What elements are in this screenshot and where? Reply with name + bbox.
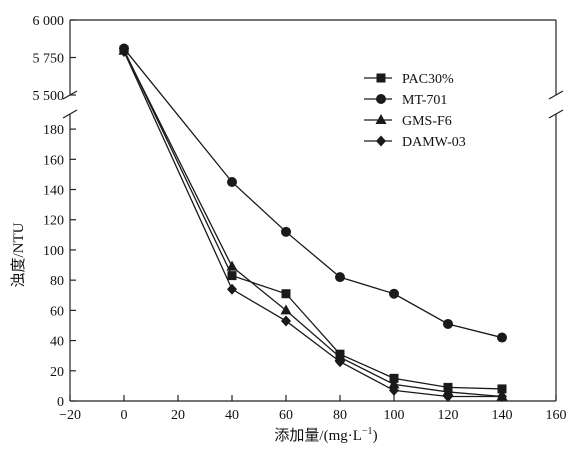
- marker-triangle: [388, 378, 400, 389]
- legend-label: PAC30%: [402, 72, 454, 87]
- marker-circle: [335, 272, 345, 283]
- marker-diamond: [119, 46, 129, 57]
- marker-triangle: [280, 304, 292, 315]
- marker-diamond: [497, 390, 507, 402]
- x-axis-label-unit-exponent: −1: [362, 426, 373, 437]
- y-tick-label: 100: [43, 244, 64, 259]
- marker-square: [227, 271, 237, 281]
- x-axis-label-close: ): [373, 428, 378, 444]
- marker-circle: [376, 94, 386, 104]
- y-tick-label: 20: [50, 365, 64, 380]
- marker-circle: [389, 288, 399, 299]
- axis-break-mark: [548, 90, 564, 100]
- x-tick-label: 140: [492, 408, 513, 423]
- marker-diamond: [389, 384, 399, 396]
- tick-marks: [69, 19, 557, 402]
- marker-circle: [497, 332, 507, 343]
- marker-triangle: [226, 260, 238, 271]
- y-tick-label: 5 750: [33, 52, 65, 67]
- y-tick-label: 5 500: [33, 89, 65, 104]
- marker-triangle: [375, 114, 387, 124]
- x-tick-label: −20: [59, 408, 81, 423]
- axis-break-mark: [62, 109, 78, 119]
- marker-diamond: [335, 356, 345, 368]
- x-tick-label: 80: [333, 408, 347, 423]
- marker-square: [376, 73, 386, 83]
- marker-square: [389, 373, 399, 383]
- axis-break-mark: [548, 109, 564, 119]
- y-tick-label: 80: [50, 274, 64, 289]
- y-axis-label: 浊度/NTU: [10, 222, 27, 287]
- axes: [62, 19, 564, 402]
- y-tick-label: 40: [50, 335, 64, 350]
- x-tick-label: 20: [171, 408, 185, 423]
- marker-triangle: [334, 351, 346, 362]
- y-tick-label: 160: [43, 153, 64, 168]
- x-tick-label: 160: [546, 408, 567, 423]
- marker-square: [497, 384, 507, 394]
- marker-triangle: [442, 385, 454, 396]
- tick-labels: −20 0 20 40 60 80 100 120 140 1600204060801001201…: [33, 14, 567, 423]
- legend: PAC30% MT-701 GMS-F6 DAMW-03: [364, 72, 466, 150]
- marker-circle: [227, 176, 237, 187]
- series-line-mt-701: [123, 48, 503, 339]
- y-tick-label: 180: [43, 123, 64, 138]
- x-tick-label: 0: [121, 408, 128, 423]
- x-axis-label-main: 添加量/(mg·L: [274, 427, 362, 444]
- y-tick-label: 120: [43, 214, 64, 229]
- x-tick-label: 100: [384, 408, 405, 423]
- marker-diamond: [443, 390, 453, 402]
- x-tick-label: 60: [279, 408, 293, 423]
- marker-diamond: [227, 283, 237, 295]
- y-tick-label: 0: [57, 395, 64, 410]
- legend-label: MT-701: [402, 93, 447, 108]
- x-tick-label: 120: [438, 408, 459, 423]
- marker-circle: [443, 318, 453, 329]
- x-axis-label: 添加量/(mg·L−1): [274, 426, 377, 444]
- marker-square: [281, 289, 291, 299]
- x-tick-label: 40: [225, 408, 239, 423]
- marker-circle: [281, 226, 291, 237]
- y-tick-label: 140: [43, 184, 64, 199]
- marker-diamond: [376, 135, 386, 147]
- legend-label: DAMW-03: [402, 135, 466, 150]
- marker-diamond: [281, 315, 291, 327]
- series-markers: [118, 43, 508, 402]
- y-tick-label: 60: [50, 304, 64, 319]
- legend-label: GMS-F6: [402, 114, 452, 129]
- y-tick-label: 6 000: [33, 14, 65, 29]
